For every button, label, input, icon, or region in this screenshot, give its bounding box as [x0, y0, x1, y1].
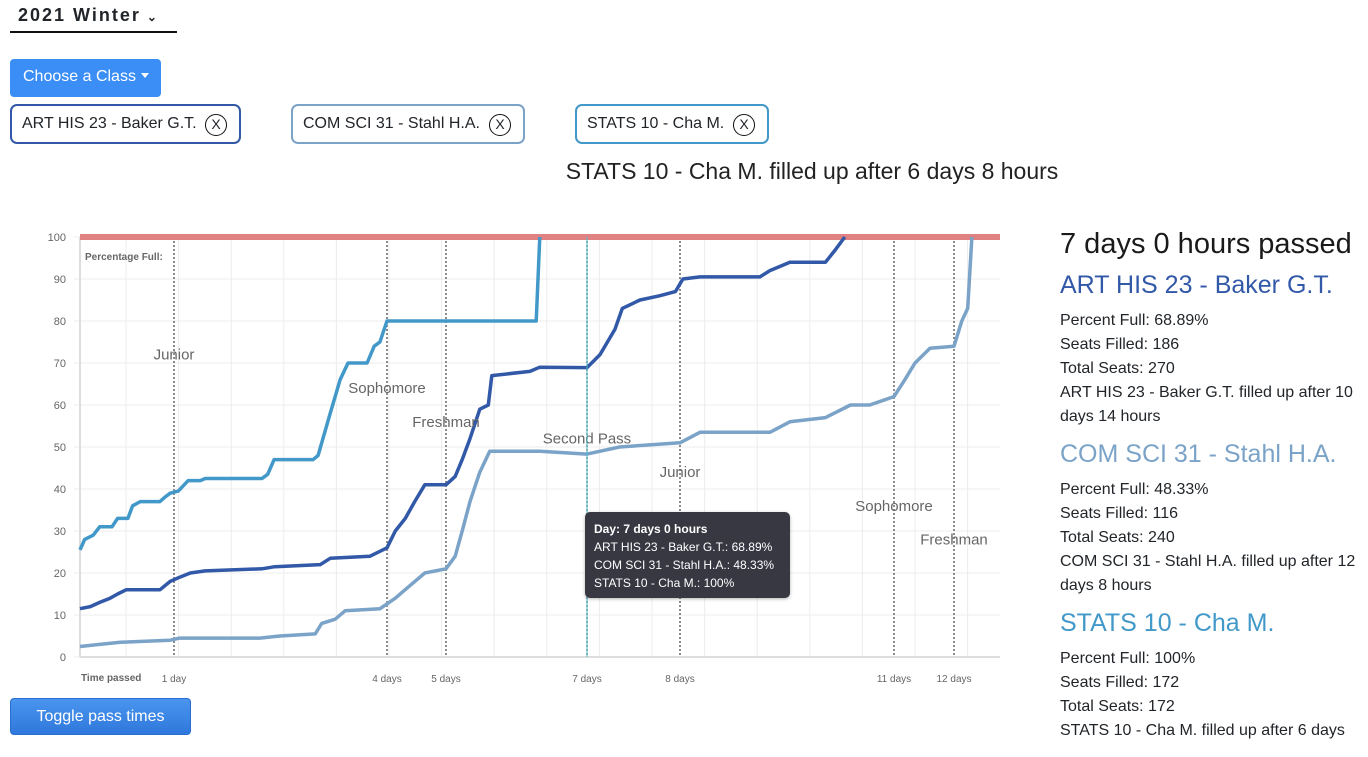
choose-class-button[interactable]: Choose a Class	[10, 59, 161, 97]
tooltip-line: ART HIS 23 - Baker G.T.: 68.89%	[594, 540, 773, 554]
y-tick-label: 0	[60, 652, 66, 664]
term-select[interactable]: 2021 Winter ⌄	[10, 0, 177, 33]
y-tick-label: 80	[54, 316, 66, 328]
caret-down-icon	[140, 73, 149, 78]
class-chip-art-his: ART HIS 23 - Baker G.T. X	[10, 104, 241, 144]
seats-filled: Seats Filled: 116	[1060, 505, 1178, 522]
term-label: 2021 Winter	[18, 5, 141, 25]
class-name: STATS 10 - Cha M.	[1060, 609, 1275, 637]
x-axis-label: Time passed	[81, 673, 141, 684]
x-tick-label: 8 days	[665, 674, 694, 685]
remove-chip-button[interactable]: X	[733, 114, 755, 136]
y-tick-label: 40	[54, 484, 66, 496]
y-tick-label: 20	[54, 568, 66, 580]
toggle-pass-times-button[interactable]: Toggle pass times	[10, 698, 191, 735]
y-tick-label: 50	[54, 442, 66, 454]
y-tick-label: 60	[54, 400, 66, 412]
chevron-down-icon: ⌄	[146, 10, 159, 24]
total-seats: Total Seats: 172	[1060, 698, 1175, 715]
remove-chip-button[interactable]: X	[205, 114, 227, 136]
time-passed-heading: 7 days 0 hours passed	[1060, 228, 1352, 260]
x-tick-label: 11 days	[877, 674, 911, 685]
pass-label: Freshman	[412, 414, 480, 431]
pass-label: Sophomore	[348, 380, 426, 397]
summary-panel: 7 days 0 hours passed ART HIS 23 - Baker…	[1060, 226, 1365, 753]
x-tick-label: 4 days	[372, 674, 401, 685]
class-summary: STATS 10 - Cha M. Percent Full: 100% Sea…	[1060, 608, 1365, 743]
tooltip-line: STATS 10 - Cha M.: 100%	[594, 576, 735, 590]
class-chip-stats: STATS 10 - Cha M. X	[575, 104, 769, 144]
series-line	[79, 235, 847, 611]
total-seats: Total Seats: 240	[1060, 529, 1175, 546]
chart-title: STATS 10 - Cha M. filled up after 6 days…	[565, 158, 1059, 184]
pass-label: Junior	[660, 464, 701, 481]
choose-class-label: Choose a Class	[23, 68, 136, 85]
chip-label: STATS 10 - Cha M.	[587, 115, 725, 132]
class-name: COM SCI 31 - Stahl H.A.	[1060, 440, 1337, 468]
series-line	[78, 236, 542, 551]
percent-full: Percent Full: 100%	[1060, 650, 1196, 667]
chart-tooltip: Day: 7 days 0 hours ART HIS 23 - Baker G…	[585, 512, 790, 598]
pass-label: Freshman	[920, 531, 988, 548]
tooltip-line: COM SCI 31 - Stahl H.A.: 48.33%	[594, 558, 775, 572]
pass-label: Junior	[154, 347, 195, 364]
enrollment-chart[interactable]: 0 10 20 30 40 50 60 70 80 90 100 Percentage Full: Ti…	[0, 220, 1010, 690]
x-tick-label: 5 days	[431, 674, 460, 685]
total-seats: Total Seats: 270	[1060, 360, 1175, 377]
filled-note: STATS 10 - Cha M. filled up after 6 days	[1060, 722, 1345, 739]
x-tick-label: 7 days	[572, 674, 601, 685]
y-tick-label: 100	[48, 232, 66, 244]
y-tick-label: 70	[54, 358, 66, 370]
filled-note: ART HIS 23 - Baker G.T. filled up after …	[1060, 384, 1353, 425]
pass-label: Sophomore	[855, 498, 933, 515]
remove-chip-button[interactable]: X	[489, 114, 511, 136]
percent-full: Percent Full: 68.89%	[1060, 312, 1209, 329]
x-tick-label: 1 day	[162, 674, 186, 685]
series-line	[79, 236, 974, 649]
class-summary: COM SCI 31 - Stahl H.A. Percent Full: 48…	[1060, 439, 1365, 598]
filled-note: COM SCI 31 - Stahl H.A. filled up after …	[1060, 553, 1356, 594]
y-tick-label: 10	[54, 610, 66, 622]
class-summary: ART HIS 23 - Baker G.T. Percent Full: 68…	[1060, 270, 1365, 429]
x-tick-label: 12 days	[936, 674, 971, 685]
chip-label: COM SCI 31 - Stahl H.A.	[303, 115, 480, 132]
seats-filled: Seats Filled: 172	[1060, 674, 1180, 691]
y-tick-label: 90	[54, 274, 66, 286]
seats-filled: Seats Filled: 186	[1060, 336, 1180, 353]
class-name: ART HIS 23 - Baker G.T.	[1060, 271, 1333, 299]
percent-full: Percent Full: 48.33%	[1060, 481, 1209, 498]
tooltip-title: Day: 7 days 0 hours	[594, 522, 708, 536]
chip-label: ART HIS 23 - Baker G.T.	[22, 115, 197, 132]
class-chip-com-sci: COM SCI 31 - Stahl H.A. X	[291, 104, 525, 144]
y-axis-label: Percentage Full:	[85, 252, 163, 263]
y-tick-label: 30	[54, 526, 66, 538]
